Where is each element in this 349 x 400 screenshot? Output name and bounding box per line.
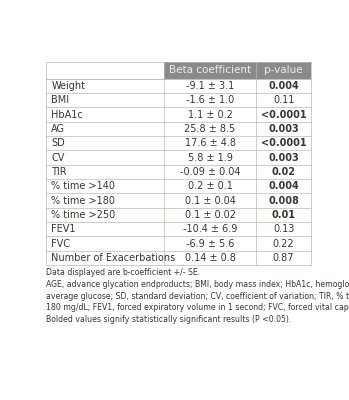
Text: 0.2 ± 0.1: 0.2 ± 0.1 (187, 181, 232, 191)
Text: % time >140: % time >140 (51, 181, 115, 191)
Text: FEV1: FEV1 (51, 224, 76, 234)
Text: CV: CV (51, 153, 65, 163)
Text: -6.9 ± 5.6: -6.9 ± 5.6 (186, 239, 234, 249)
Bar (46, 236, 311, 251)
Text: 0.01: 0.01 (272, 210, 296, 220)
Text: % time >180: % time >180 (51, 196, 115, 206)
Text: % time >250: % time >250 (51, 210, 116, 220)
Text: FVC: FVC (51, 239, 70, 249)
Text: BMI: BMI (51, 95, 69, 105)
Bar (46, 194, 311, 208)
Text: average glucose; SD, standard deviation; CV, coefficient of variation; TIR, % ti: average glucose; SD, standard deviation;… (46, 292, 349, 301)
Text: 0.1 ± 0.02: 0.1 ± 0.02 (185, 210, 236, 220)
Text: 0.02: 0.02 (272, 167, 296, 177)
Text: Beta coefficient: Beta coefficient (169, 65, 251, 75)
Bar (46, 136, 311, 150)
Text: 180 mg/dL; FEV1, forced expiratory volume in 1 second; FVC, forced vital capacit: 180 mg/dL; FEV1, forced expiratory volum… (46, 303, 349, 312)
Text: 0.11: 0.11 (273, 95, 294, 105)
Text: 0.008: 0.008 (268, 196, 299, 206)
Text: 0.003: 0.003 (268, 153, 299, 163)
Bar (46, 150, 311, 165)
Text: <0.0001: <0.0001 (261, 138, 306, 148)
Text: -9.1 ± 3.1: -9.1 ± 3.1 (186, 81, 234, 91)
Text: AG: AG (51, 124, 65, 134)
Bar (46, 179, 311, 194)
Bar (46, 79, 311, 93)
Text: p-value: p-value (264, 65, 303, 75)
Text: Bolded values signify statistically significant results (P <0.05).: Bolded values signify statistically sign… (46, 315, 292, 324)
Text: 0.87: 0.87 (273, 253, 294, 263)
Bar (46, 93, 311, 108)
Text: 25.8 ± 8.5: 25.8 ± 8.5 (184, 124, 236, 134)
Text: 0.22: 0.22 (273, 239, 294, 249)
Text: 0.003: 0.003 (268, 124, 299, 134)
Text: -10.4 ± 6.9: -10.4 ± 6.9 (183, 224, 237, 234)
Text: 0.004: 0.004 (268, 81, 299, 91)
Bar (164, 62, 256, 79)
Text: 0.004: 0.004 (268, 181, 299, 191)
Text: 1.1 ± 0.2: 1.1 ± 0.2 (187, 110, 232, 120)
Text: AGE, advance glycation endproducts; BMI, body mass index; HbA1c, hemoglobin A1c;: AGE, advance glycation endproducts; BMI,… (46, 280, 349, 289)
Text: Weight: Weight (51, 81, 85, 91)
Text: 5.8 ± 1.9: 5.8 ± 1.9 (187, 153, 232, 163)
Text: -1.6 ± 1.0: -1.6 ± 1.0 (186, 95, 234, 105)
Text: <0.0001: <0.0001 (261, 110, 306, 120)
Text: Data displayed are b-coefficient +/- SE.: Data displayed are b-coefficient +/- SE. (46, 268, 201, 277)
Text: 0.14 ± 0.8: 0.14 ± 0.8 (185, 253, 236, 263)
Text: Number of Exacerbations: Number of Exacerbations (51, 253, 176, 263)
Bar (46, 108, 311, 122)
Text: -0.09 ± 0.04: -0.09 ± 0.04 (180, 167, 240, 177)
Bar (46, 122, 311, 136)
Bar (46, 165, 311, 179)
Text: 0.13: 0.13 (273, 224, 294, 234)
Bar (256, 62, 311, 79)
Bar (46, 251, 311, 265)
Bar (46, 222, 311, 236)
Text: SD: SD (51, 138, 65, 148)
Text: 17.6 ± 4.8: 17.6 ± 4.8 (185, 138, 236, 148)
Bar (46, 208, 311, 222)
Text: 0.1 ± 0.04: 0.1 ± 0.04 (185, 196, 236, 206)
Text: TIR: TIR (51, 167, 67, 177)
Text: HbA1c: HbA1c (51, 110, 83, 120)
